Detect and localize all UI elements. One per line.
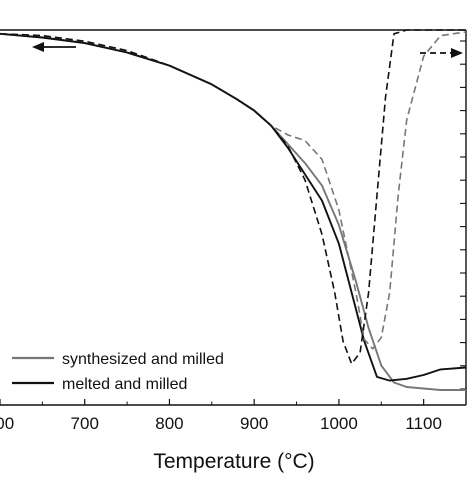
- left-arrow-head: [32, 42, 44, 52]
- right-arrow-head: [451, 48, 463, 58]
- x-tick-label-1000: 1000: [320, 414, 358, 433]
- series-line-1: [0, 32, 467, 382]
- series-layer: [0, 29, 467, 391]
- legend-label-melted: melted and milled: [62, 376, 187, 393]
- x-tick-label-700: 700: [71, 414, 99, 433]
- y-axis-ticks: [460, 40, 466, 390]
- axis-arrows: [32, 42, 463, 58]
- x-axis-ticks: 600 700 800 900 1000 1100: [0, 399, 442, 433]
- x-tick-label-800: 800: [155, 414, 183, 433]
- legend: synthesized and milled melted and milled: [12, 351, 224, 393]
- x-axis-label: Temperature (°C): [153, 450, 314, 473]
- x-tick-label-1100: 1100: [405, 414, 442, 433]
- x-tick-label-900: 900: [240, 414, 268, 433]
- x-tick-label-600: 600: [0, 414, 14, 433]
- series-line-2: [0, 31, 467, 350]
- legend-label-synthesized: synthesized and milled: [62, 351, 224, 368]
- series-line-3: [0, 29, 466, 365]
